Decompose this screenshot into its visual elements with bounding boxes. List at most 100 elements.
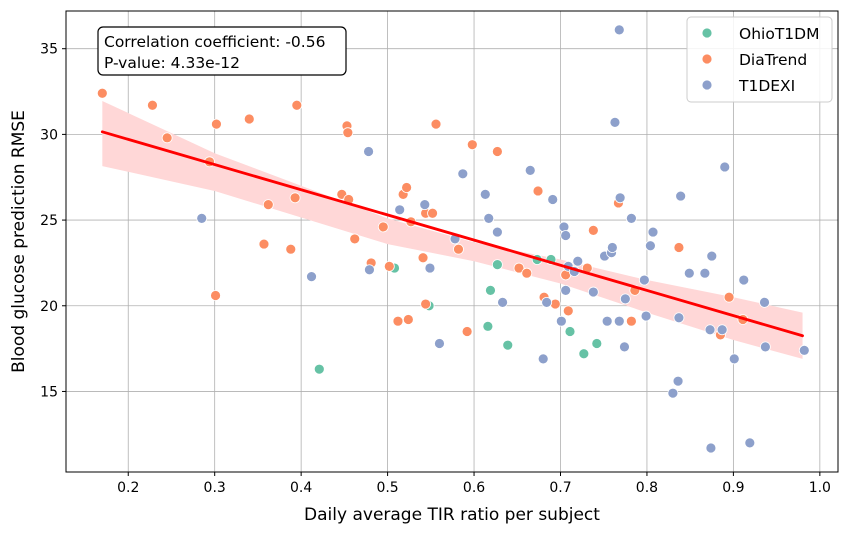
point-t1dexi	[645, 240, 656, 252]
point-t1dexi	[647, 226, 659, 238]
point-diatrend	[401, 182, 413, 193]
legend-label-ohiot1dm: OhioT1DM	[739, 25, 819, 43]
point-diatrend	[466, 139, 478, 151]
regression-line-layer	[100, 130, 804, 338]
x-tick-label: 0.3	[204, 480, 226, 496]
point-diatrend	[587, 224, 599, 236]
point-t1dexi	[363, 146, 374, 157]
point-diatrend	[285, 243, 297, 255]
point-ohiot1dm	[591, 338, 603, 349]
point-t1dexi	[728, 353, 740, 365]
regression-line	[100, 130, 804, 338]
point-t1dexi	[524, 164, 536, 176]
legend-label-diatrend: DiaTrend	[739, 51, 807, 69]
point-t1dexi	[497, 296, 508, 308]
point-diatrend	[513, 262, 525, 274]
x-tick-label: 0.4	[290, 480, 312, 496]
y-tick-label: 30	[40, 127, 58, 143]
x-axis-label: Daily average TIR ratio per subject	[304, 505, 600, 525]
point-t1dexi	[625, 212, 637, 224]
point-t1dexi	[541, 296, 553, 308]
axis-ticks: 0.2 0.3 0.4 0.5 0.6 0.7 0.8 0.9 1.0 15 20 25 30 35	[40, 42, 831, 496]
point-t1dexi	[560, 230, 572, 241]
point-diatrend	[349, 233, 361, 245]
plot-frame	[65, 10, 839, 473]
point-t1dexi	[706, 250, 718, 262]
point-t1dexi	[606, 242, 618, 253]
point-t1dexi	[196, 212, 208, 224]
legend: OhioT1DM DiaTrend T1DEXI	[686, 16, 833, 103]
point-t1dexi	[491, 226, 503, 238]
y-tick-label: 35	[40, 42, 58, 58]
point-diatrend	[532, 185, 544, 197]
point-t1dexi	[667, 387, 679, 399]
x-tick-label: 0.2	[117, 480, 139, 496]
point-t1dexi	[673, 312, 685, 324]
point-diatrend	[491, 146, 503, 157]
point-t1dexi	[587, 286, 599, 298]
x-tick-label: 0.9	[722, 480, 744, 496]
point-ohiot1dm	[578, 348, 590, 360]
confidence-band	[102, 100, 803, 359]
point-diatrend	[342, 127, 354, 139]
p-value-text: P-value: 4.33e-12	[104, 54, 240, 72]
point-t1dexi	[619, 341, 630, 353]
y-tick-label: 25	[40, 213, 58, 229]
legend-label-t1dexi: T1DEXI	[738, 77, 795, 95]
point-diatrend	[625, 315, 637, 327]
point-diatrend	[420, 298, 432, 310]
point-t1dexi	[601, 315, 613, 327]
legend-marker-t1dexi	[701, 79, 713, 91]
point-diatrend	[258, 238, 270, 250]
point-t1dexi	[699, 267, 711, 279]
point-t1dexi	[704, 324, 716, 336]
x-tick-label: 0.7	[549, 480, 571, 496]
point-diatrend	[243, 113, 255, 125]
point-t1dexi	[619, 293, 631, 305]
point-diatrend	[549, 298, 561, 310]
point-diatrend	[402, 314, 414, 325]
point-t1dexi	[537, 353, 549, 365]
point-diatrend	[289, 192, 301, 204]
point-t1dexi	[609, 116, 621, 128]
point-t1dexi	[613, 315, 625, 327]
confidence-band-layer	[102, 100, 803, 359]
point-t1dexi	[683, 267, 695, 279]
point-t1dexi	[614, 192, 626, 204]
point-diatrend	[723, 291, 735, 303]
point-t1dexi	[424, 262, 436, 274]
point-t1dexi	[434, 338, 445, 349]
point-ohiot1dm	[491, 259, 503, 271]
point-ohiot1dm	[485, 284, 496, 296]
point-t1dexi	[675, 190, 687, 202]
point-t1dexi	[798, 344, 810, 356]
x-tick-label: 0.5	[376, 480, 398, 496]
point-diatrend	[377, 221, 389, 233]
point-ohiot1dm	[564, 326, 576, 337]
x-tick-label: 1.0	[809, 480, 831, 496]
x-tick-label: 0.8	[636, 480, 658, 496]
point-t1dexi	[738, 274, 750, 286]
point-t1dexi	[457, 168, 469, 180]
legend-marker-diatrend	[701, 53, 713, 65]
point-diatrend	[461, 326, 473, 337]
point-diatrend	[453, 243, 464, 255]
point-t1dexi	[672, 375, 684, 387]
point-diatrend	[417, 252, 429, 264]
point-diatrend	[430, 118, 442, 130]
y-tick-label: 20	[40, 299, 58, 315]
point-diatrend	[262, 199, 274, 211]
point-t1dexi	[638, 274, 650, 286]
point-t1dexi	[719, 161, 731, 173]
legend-marker-ohiot1dm	[701, 27, 713, 39]
point-t1dexi	[759, 296, 770, 308]
point-ohiot1dm	[313, 363, 325, 375]
y-axis-label: Blood glucose prediction RMSE	[9, 110, 29, 373]
x-tick-label: 0.6	[463, 480, 485, 496]
point-diatrend	[147, 99, 158, 111]
point-diatrend	[96, 87, 108, 99]
point-diatrend	[291, 99, 303, 111]
point-t1dexi	[716, 324, 728, 336]
point-t1dexi	[306, 271, 317, 283]
